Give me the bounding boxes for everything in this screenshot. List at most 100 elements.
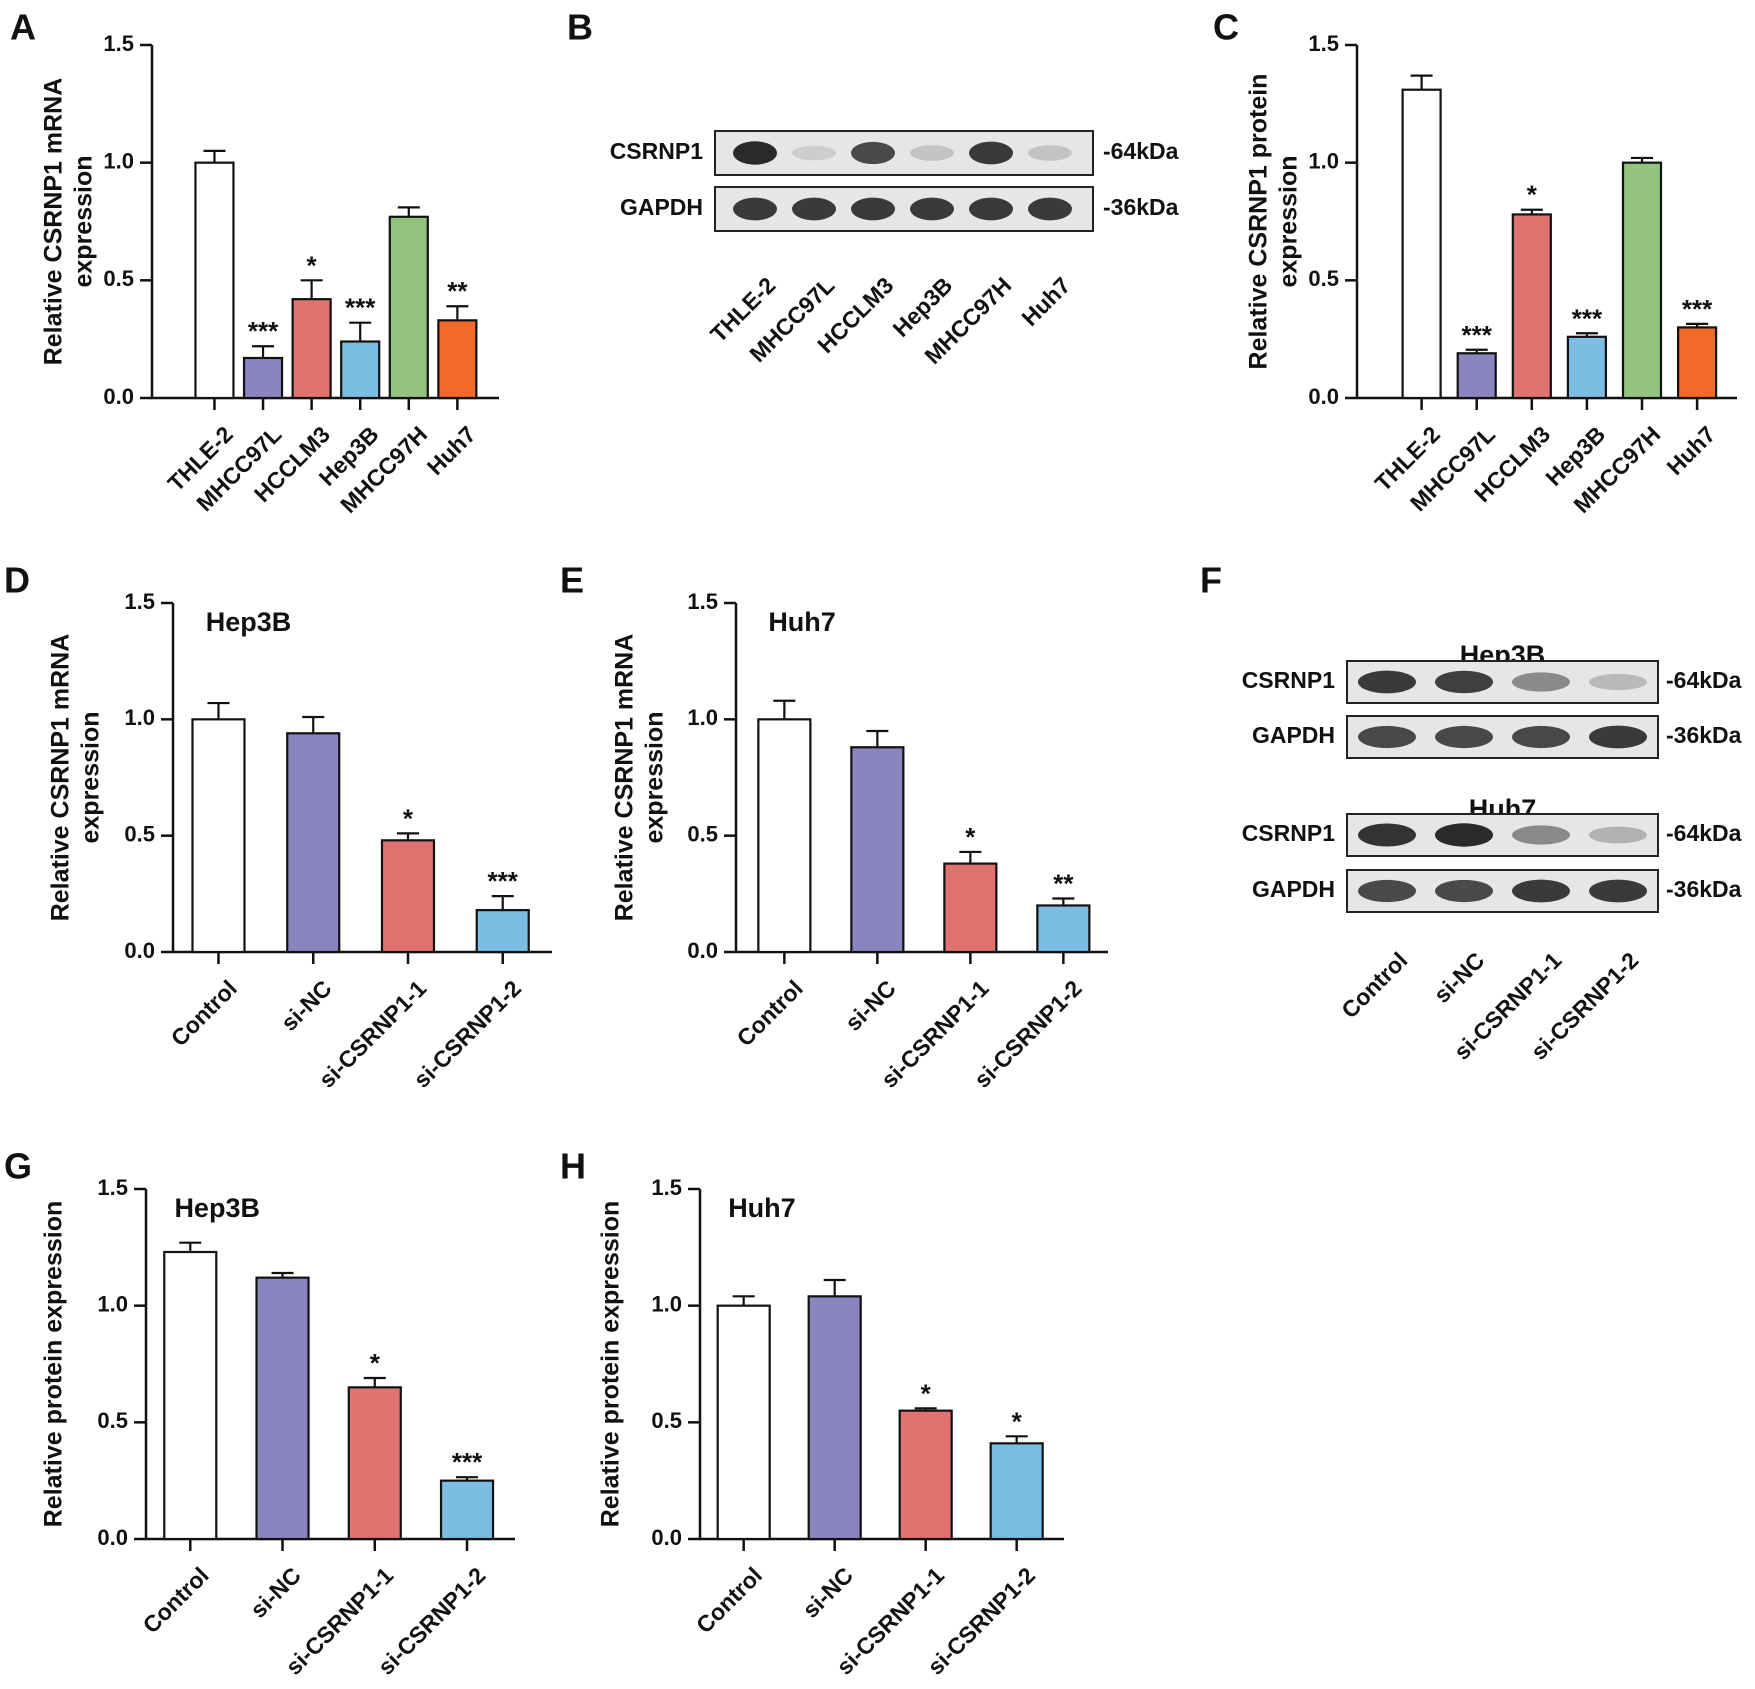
y-tick-label: 1.5 <box>103 31 134 56</box>
blot-size-label: -36kDa <box>1666 722 1742 748</box>
y-tick-label: 0.5 <box>103 266 134 291</box>
chart-subtitle: Hep3B <box>206 607 292 637</box>
significance-marker: * <box>403 803 414 833</box>
y-tick-label: 0.5 <box>97 1408 128 1433</box>
bar-hcclm3 <box>1511 213 1552 400</box>
blot-protein-label: GAPDH <box>1252 722 1335 748</box>
bar-si-csrnp1-1 <box>347 1386 402 1541</box>
significance-marker: * <box>1527 180 1538 210</box>
y-tick-label: 0.5 <box>651 1408 682 1433</box>
significance-marker: *** <box>1682 294 1713 324</box>
y-tick-label: 1.0 <box>651 1291 682 1316</box>
y-tick-label: 1.5 <box>124 589 155 614</box>
bar-thle-2 <box>1401 88 1442 400</box>
blot-band <box>910 197 954 221</box>
blot-size-label: -64kDa <box>1666 667 1742 693</box>
chart-subtitle: Hep3B <box>174 1193 260 1223</box>
bar-si-nc <box>255 1276 310 1541</box>
blot-band <box>1358 823 1416 847</box>
chart-panel-c: C 0.0 0.5 1.0 1.5 Relative CSRNP1 protein expr… <box>1213 7 1737 518</box>
panel-label: G <box>4 1146 32 1187</box>
bar-hep3b <box>340 340 381 400</box>
y-axis-label: Relative protein expression <box>597 1201 625 1528</box>
bar-si-csrnp1-1 <box>380 839 436 954</box>
blot-band <box>1589 725 1647 749</box>
blot-band <box>1028 145 1072 161</box>
blot-protein-label: GAPDH <box>620 194 703 220</box>
significance-marker: * <box>370 1348 381 1378</box>
bar-si-nc <box>286 732 341 954</box>
blot-band <box>792 197 836 221</box>
bar-thle-2 <box>194 161 235 400</box>
y-tick-label: 1.0 <box>687 705 718 730</box>
blot-size-label: -64kDa <box>1666 820 1742 846</box>
significance-marker: * <box>921 1378 932 1408</box>
bar-si-csrnp1-2 <box>989 1442 1044 1541</box>
y-tick-label: 0.0 <box>124 938 155 963</box>
panel-label: A <box>10 7 36 48</box>
panel-label: F <box>1200 560 1222 601</box>
y-tick-label: 1.0 <box>124 705 155 730</box>
significance-marker: ** <box>1053 868 1074 898</box>
blot-band <box>1589 879 1647 903</box>
blot-band <box>969 141 1013 165</box>
panel-label: B <box>567 7 593 48</box>
significance-marker: *** <box>1462 320 1493 350</box>
bar-si-nc <box>850 746 905 954</box>
y-tick-label: 0.5 <box>687 821 718 846</box>
blot-band <box>851 197 895 221</box>
blot-protein-label: CSRNP1 <box>1242 820 1336 846</box>
panel-label: D <box>4 560 30 601</box>
bar-si-csrnp1-1 <box>898 1409 953 1541</box>
blot-band <box>1358 670 1416 694</box>
blot-band <box>1589 826 1647 844</box>
blot-size-label: -36kDa <box>1666 876 1742 902</box>
y-axis-label: Relative protein expression <box>40 1201 68 1528</box>
y-tick-label: 1.5 <box>687 589 718 614</box>
panel-label: E <box>560 560 584 601</box>
bar-mhcc97l <box>242 356 284 400</box>
bar-control <box>163 1250 218 1541</box>
blot-protein-label: GAPDH <box>1252 876 1335 902</box>
bar-si-csrnp1-2 <box>475 909 530 954</box>
y-axis-label: expression <box>1275 155 1303 287</box>
y-tick-label: 0.5 <box>1308 266 1339 291</box>
panel-label: H <box>560 1146 586 1187</box>
blot-band <box>1435 823 1493 847</box>
blot-band <box>1512 725 1570 749</box>
significance-marker: *** <box>248 316 279 346</box>
y-tick-label: 1.0 <box>97 1291 128 1316</box>
y-tick-label: 1.0 <box>103 148 134 173</box>
blot-band <box>792 145 836 161</box>
y-axis-label: expression <box>77 711 105 843</box>
y-axis-label: Relative CSRNP1 protein <box>1245 74 1273 370</box>
y-tick-label: 1.5 <box>97 1175 128 1200</box>
significance-marker: *** <box>488 866 519 896</box>
bar-si-csrnp1-2 <box>1036 904 1091 954</box>
blot-size-label: -64kDa <box>1103 138 1179 164</box>
panel-label: C <box>1213 7 1239 48</box>
blot-band <box>910 145 954 161</box>
bar-si-csrnp1-1 <box>943 862 998 954</box>
blot-band <box>1512 825 1570 845</box>
significance-marker: *** <box>1572 303 1603 333</box>
y-tick-label: 1.0 <box>1308 148 1339 173</box>
blot-band <box>733 197 777 221</box>
significance-marker: *** <box>345 293 376 323</box>
significance-marker: *** <box>452 1447 483 1477</box>
bar-hep3b <box>1566 335 1608 400</box>
bar-huh7 <box>1676 326 1718 400</box>
bar-si-nc <box>807 1295 862 1541</box>
blot-band <box>969 197 1013 221</box>
y-tick-label: 0.0 <box>1308 384 1339 409</box>
y-tick-label: 0.0 <box>687 938 718 963</box>
blot-band <box>1358 725 1416 749</box>
y-axis-label: Relative CSRNP1 mRNA <box>40 78 68 366</box>
significance-marker: * <box>1012 1406 1023 1436</box>
blot-size-label: -36kDa <box>1103 194 1179 220</box>
y-tick-label: 0.0 <box>651 1525 682 1550</box>
blot-band <box>1028 197 1072 221</box>
significance-marker: * <box>307 250 318 280</box>
blot-band <box>1435 725 1493 749</box>
